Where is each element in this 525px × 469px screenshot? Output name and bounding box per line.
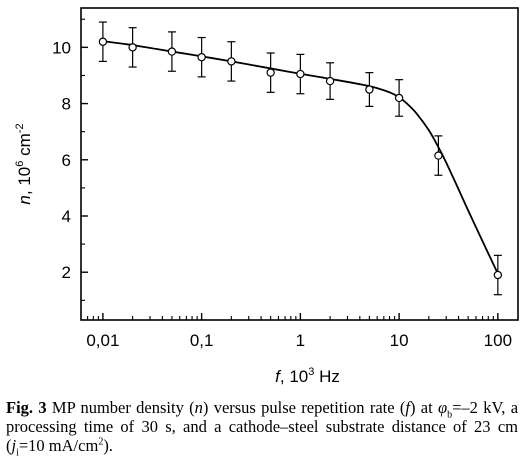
y-tick-label: 10 (52, 38, 71, 57)
x-axis-var: f (275, 367, 282, 386)
data-point (266, 68, 275, 77)
caption-sub-i: i (16, 447, 19, 459)
caption-text: MP number density ( (46, 398, 195, 417)
data-point (394, 93, 404, 103)
y-tick-label: 6 (62, 151, 71, 170)
data-point (128, 43, 137, 52)
data-point (296, 69, 305, 79)
data-point (434, 151, 443, 160)
fig-label: Fig. 3 (6, 398, 47, 417)
figure-caption: Fig. 3 MP number density (n) versus puls… (6, 398, 519, 459)
data-point (227, 57, 236, 66)
data-point (98, 37, 108, 46)
caption-var-n: n (194, 398, 203, 417)
x-tick-label: 1 (296, 331, 305, 350)
caption-var-j: j (11, 436, 17, 455)
plot-area (98, 21, 503, 296)
y-axis-label: n, 106 cm-2 (14, 123, 34, 204)
y-tick-label: 4 (62, 207, 71, 226)
caption-sub-b: b (447, 409, 453, 421)
x-axis-exp: 3 (308, 366, 314, 378)
caption-var-phi: φ (437, 398, 448, 417)
caption-sup-2: 2 (98, 436, 104, 448)
y-axis-sep: , 10 (15, 167, 34, 195)
x-tick-label: 10 (390, 331, 409, 350)
y-tick-label: 2 (62, 263, 71, 282)
y-axis-var: n (15, 195, 34, 204)
caption-text: ). (103, 436, 113, 455)
caption-var-f: f (405, 398, 410, 417)
data-point (167, 47, 177, 56)
x-axis-label: f, 103 Hz (275, 366, 340, 386)
x-axis-sep: , 10 (280, 367, 308, 386)
axes (80, 7, 519, 321)
data-point (493, 270, 503, 280)
y-axis-unit-exp: -2 (14, 123, 26, 133)
caption-text: =–2 kV, a processing time of 30 s, and a… (6, 398, 519, 455)
caption-text: ) versus pulse repetition rate ( (202, 398, 406, 417)
plot-frame (80, 7, 519, 321)
x-tick-label: 0,1 (190, 331, 214, 350)
caption-text: =10 mA/cm (18, 436, 99, 455)
x-axis-unit: Hz (314, 367, 340, 386)
y-axis-exp: 6 (14, 161, 26, 167)
y-axis-unit: cm (15, 133, 34, 160)
x-tick-label: 100 (484, 331, 512, 350)
x-tick-label: 0,01 (86, 331, 119, 350)
data-point (365, 85, 374, 94)
y-tick-label: 8 (62, 95, 71, 114)
caption-text: ) at (409, 398, 438, 417)
data-point (197, 52, 206, 62)
data-point (325, 76, 335, 86)
